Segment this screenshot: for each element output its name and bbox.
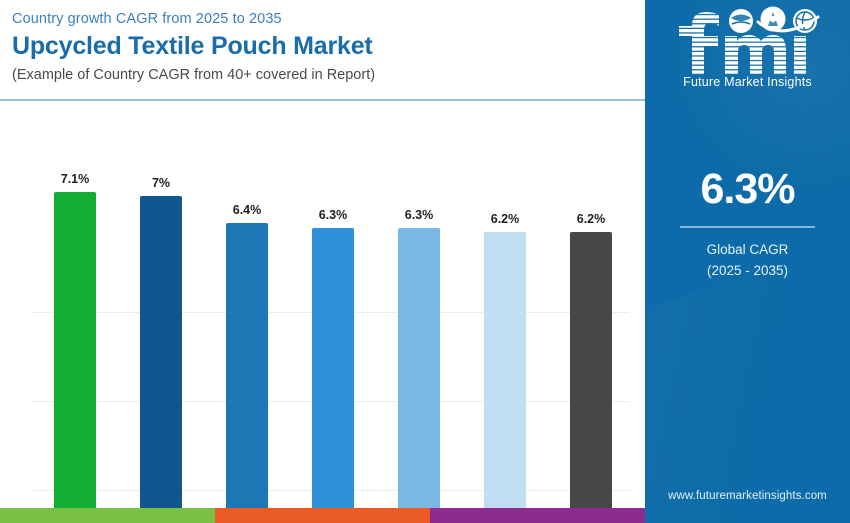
fmi-logo-mark	[668, 6, 828, 74]
header-divider	[0, 99, 645, 101]
logo-icon-circles	[728, 6, 817, 33]
cagr-divider	[680, 226, 815, 228]
bar-chart: 7.1%South Korea7%Japan6.4%US6.3%UK6.3%Ch…	[0, 104, 645, 508]
logo-swoosh	[756, 15, 819, 33]
logo-letter-f	[678, 12, 719, 74]
fmi-logo-tagline: Future Market Insights	[683, 75, 812, 89]
accent-segment-green	[0, 508, 215, 523]
accent-strip	[0, 508, 645, 523]
bar-group[interactable]: 6.3%	[376, 33, 462, 508]
bar-group[interactable]: 7.1%	[32, 33, 118, 508]
header-kicker: Country growth CAGR from 2025 to 2035	[12, 11, 282, 27]
global-cagr-block: 6.3% Global CAGR (2025 - 2035)	[645, 168, 850, 282]
accent-segment-orange	[215, 508, 430, 523]
bar[interactable]	[398, 228, 440, 508]
cagr-label: Global CAGR	[706, 242, 789, 257]
header-subtitle: (Example of Country CAGR from 40+ covere…	[12, 66, 376, 83]
bar-value-label: 6.4%	[232, 203, 262, 217]
fmi-logo-svg	[678, 6, 819, 74]
bar-group[interactable]: 6.4%	[204, 33, 290, 508]
website-url[interactable]: www.futuremarketinsights.com	[668, 490, 827, 502]
bar-group[interactable]: 7%	[118, 33, 204, 508]
bar[interactable]	[140, 196, 182, 508]
bar-group[interactable]: 6.2%	[462, 33, 548, 508]
bar-value-label: 6.2%	[576, 212, 606, 226]
bar-value-label: 7.1%	[60, 172, 90, 186]
bar[interactable]	[54, 192, 96, 508]
header: Country growth CAGR from 2025 to 2035 Up…	[0, 0, 645, 100]
bar[interactable]	[484, 232, 526, 508]
cagr-value: 6.3%	[700, 165, 795, 213]
bar-value-label: 7%	[151, 176, 171, 190]
bar[interactable]	[312, 228, 354, 508]
bar-value-label: 6.2%	[490, 212, 520, 226]
bar[interactable]	[570, 232, 612, 508]
bar-group[interactable]: 6.2%	[548, 33, 634, 508]
bar[interactable]	[226, 223, 268, 508]
logo-letter-m	[724, 35, 786, 74]
logo-letter-i	[793, 36, 806, 74]
cagr-period: (2025 - 2035)	[706, 262, 789, 278]
accent-segment-purple	[430, 508, 645, 523]
brand-sidebar: Future Market Insights 6.3% Global CAGR …	[645, 0, 850, 523]
bar-group[interactable]: 6.3%	[290, 33, 376, 508]
chart-panel: Country growth CAGR from 2025 to 2035 Up…	[0, 0, 645, 523]
bar-value-label: 6.3%	[404, 208, 434, 222]
page-title: Upcycled Textile Pouch Market	[12, 32, 373, 61]
fmi-logo: Future Market Insights	[645, 6, 850, 102]
bar-value-label: 6.3%	[318, 208, 348, 222]
